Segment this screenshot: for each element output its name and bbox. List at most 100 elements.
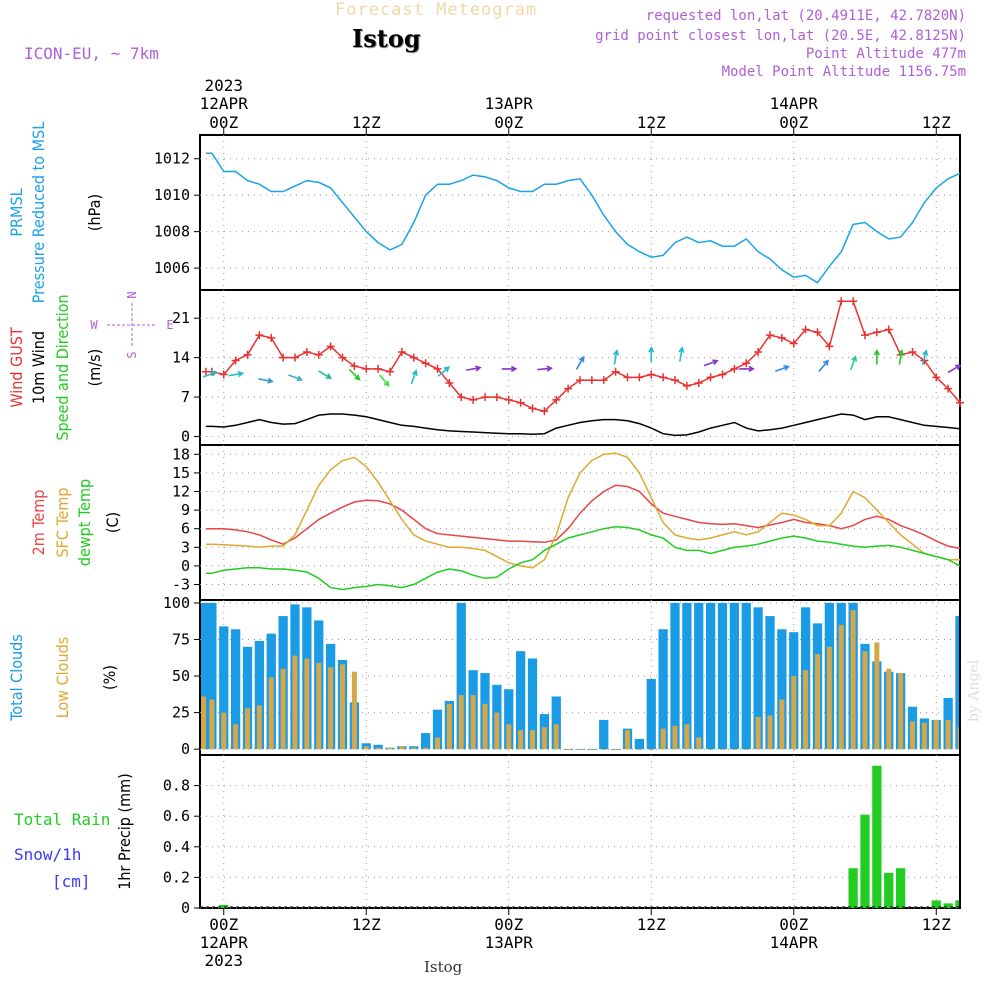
bar-clouds xyxy=(803,670,809,750)
gust-marker xyxy=(659,373,668,382)
gust-marker xyxy=(694,379,703,387)
bar-clouds xyxy=(245,708,250,750)
gust-marker xyxy=(730,364,739,373)
gust-marker xyxy=(421,359,430,368)
compass-s: S xyxy=(125,351,139,358)
y-tick-label: 0.8 xyxy=(163,777,190,795)
y-tick-label: 18 xyxy=(172,445,190,463)
bar-precip xyxy=(955,900,959,908)
bar-clouds xyxy=(411,747,417,750)
bar-clouds xyxy=(670,602,680,750)
series-line xyxy=(205,484,961,550)
gust-marker xyxy=(872,328,881,337)
bar-clouds xyxy=(717,602,728,750)
bar-clouds xyxy=(458,695,464,750)
bottom-day-label: 14APR xyxy=(770,933,819,952)
bar-clouds xyxy=(601,749,607,750)
gust-marker xyxy=(766,331,774,340)
panel-wind xyxy=(194,289,964,446)
top-time-label: 00Z xyxy=(209,113,238,132)
bar-clouds xyxy=(506,724,512,750)
compass-w: W xyxy=(90,318,98,332)
panel-label: (hPa) xyxy=(85,194,104,231)
top-time-label: 12Z xyxy=(637,113,666,132)
bar-clouds xyxy=(494,712,500,750)
point-altitude: Point Altitude 477m xyxy=(805,46,966,62)
bar-clouds xyxy=(599,719,609,750)
gust-marker xyxy=(789,339,798,348)
series-line xyxy=(205,152,961,284)
gust-marker xyxy=(777,333,786,342)
gust-marker xyxy=(528,404,537,413)
bar-precip xyxy=(860,814,870,908)
bar-clouds xyxy=(779,699,785,750)
gust-marker xyxy=(576,376,584,385)
panel-label: 10m Wind xyxy=(29,331,48,404)
bar-precip xyxy=(931,900,941,908)
panel-clouds xyxy=(194,599,961,756)
gust-marker xyxy=(291,353,299,362)
bar-clouds xyxy=(268,677,274,750)
gust-marker xyxy=(825,342,834,351)
bar-clouds xyxy=(694,602,704,750)
bar-clouds xyxy=(399,746,405,750)
y-tick-label: 1008 xyxy=(154,223,190,241)
bar-clouds xyxy=(741,602,751,750)
bar-clouds xyxy=(328,667,334,750)
gust-marker xyxy=(552,395,561,404)
top-day-label: 14APR xyxy=(770,94,819,113)
wind-arrow xyxy=(318,370,333,379)
bar-precip xyxy=(219,904,229,908)
bar-clouds xyxy=(340,664,345,750)
bar-clouds xyxy=(201,696,206,750)
panel-label: dewpt Temp xyxy=(75,479,94,566)
panel-label: Pressure Reduced to MSL xyxy=(29,122,48,303)
precip-legend-item: [cm] xyxy=(52,872,91,891)
y-tick-label: 25 xyxy=(172,704,190,722)
wind-arrow xyxy=(228,370,245,378)
gust-marker xyxy=(956,398,964,407)
bar-clouds xyxy=(432,709,443,750)
bar-clouds xyxy=(933,719,939,750)
bottom-time-label: 12Z xyxy=(637,915,666,934)
bar-clouds xyxy=(708,749,714,750)
bar-clouds xyxy=(565,749,571,750)
gust-marker xyxy=(231,356,240,365)
top-day-label: 13APR xyxy=(485,94,534,113)
bar-clouds xyxy=(838,624,844,750)
chart-title: Forecast Meteogram xyxy=(335,0,538,20)
y-tick-label: 0 xyxy=(181,428,190,446)
gust-marker xyxy=(433,364,442,373)
bar-precip xyxy=(848,868,858,908)
precip-legend-item: Snow/1h xyxy=(14,845,81,864)
gust-marker xyxy=(849,297,858,306)
bar-clouds xyxy=(420,733,431,750)
wind-arrow xyxy=(678,346,685,362)
wind-arrow xyxy=(410,369,418,385)
gust-marker xyxy=(671,376,679,385)
y-tick-label: 1010 xyxy=(154,186,190,204)
bar-clouds xyxy=(660,728,666,750)
gust-marker xyxy=(445,379,454,387)
gust-marker xyxy=(302,348,311,356)
wind-arrow xyxy=(703,359,719,367)
wind-arrow xyxy=(258,377,274,384)
bar-clouds xyxy=(351,671,357,750)
bar-clouds xyxy=(373,744,383,750)
precip-legend-item: Total Rain xyxy=(14,810,110,829)
bar-clouds xyxy=(791,676,797,750)
wind-arrow xyxy=(849,355,858,371)
top-time-label: 12Z xyxy=(922,113,951,132)
wind-arrow xyxy=(648,346,655,362)
gust-marker xyxy=(706,373,715,382)
bar-clouds xyxy=(729,602,740,750)
gust-marker xyxy=(599,376,608,385)
gust-marker xyxy=(255,331,264,340)
bar-clouds xyxy=(423,747,429,750)
y-tick-label: 7 xyxy=(181,388,190,406)
panel-label: Wind GUST xyxy=(7,327,26,408)
bar-clouds xyxy=(242,646,253,750)
bar-clouds xyxy=(850,610,856,750)
gust-marker xyxy=(682,381,691,390)
